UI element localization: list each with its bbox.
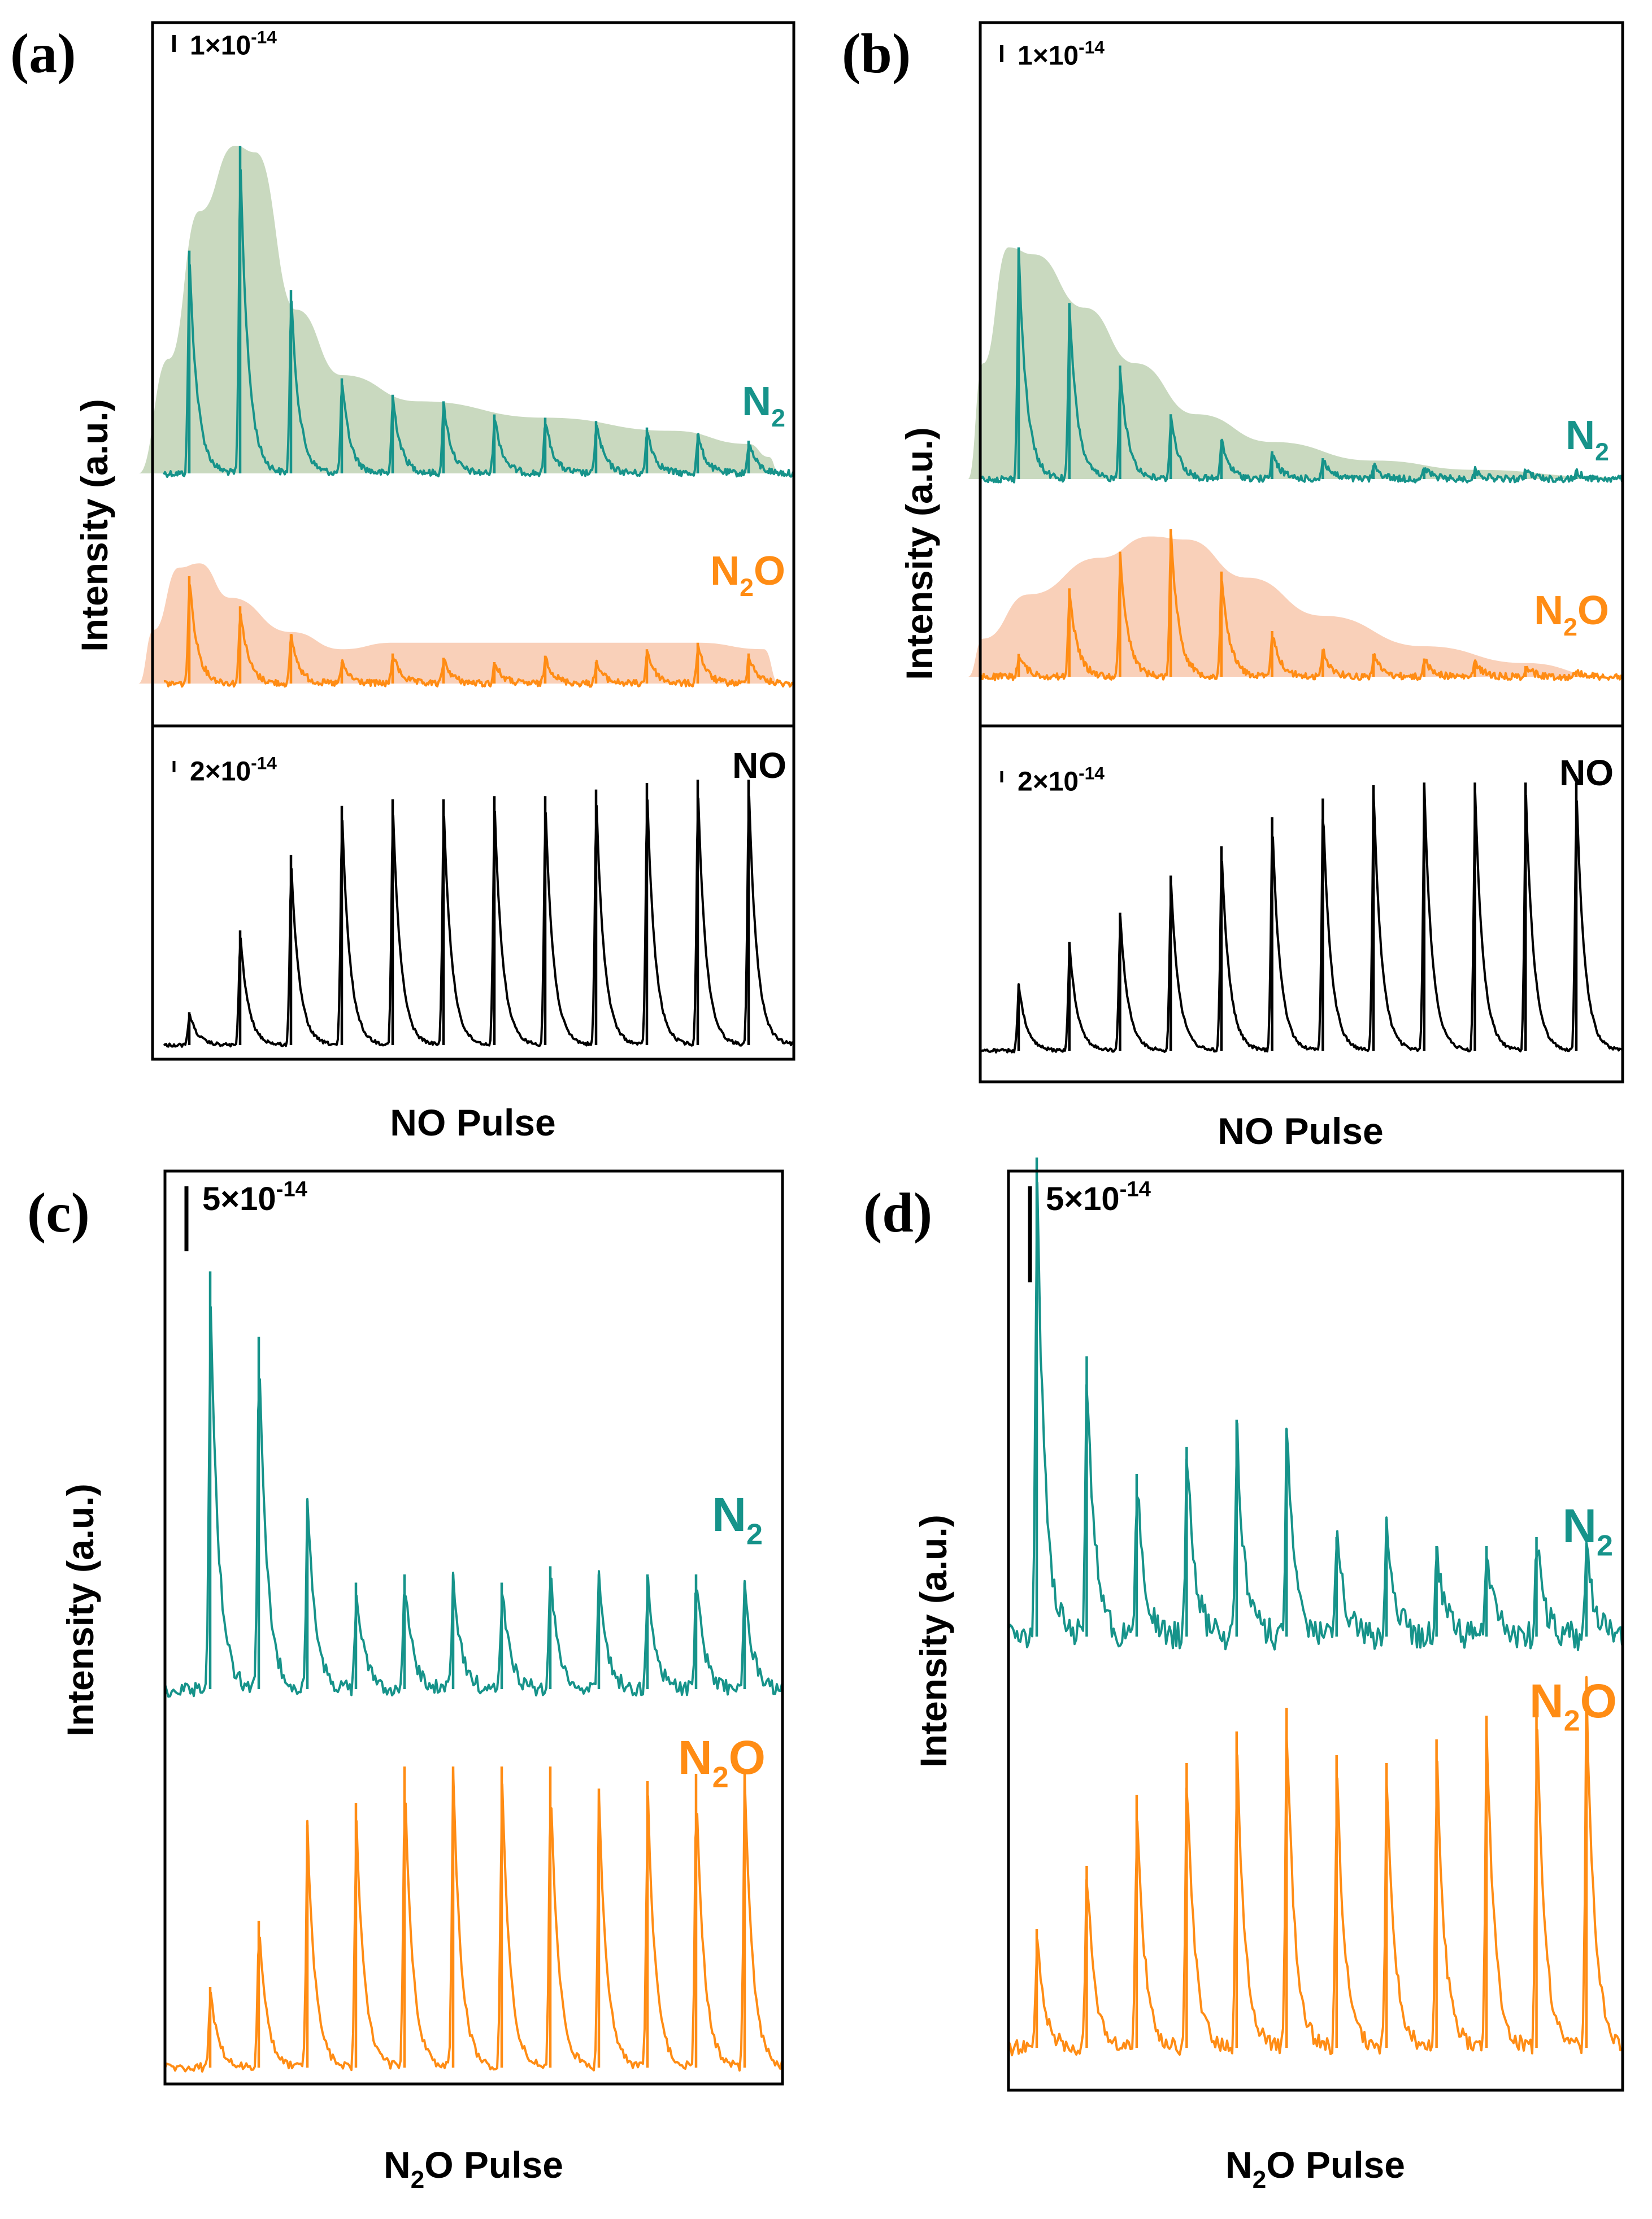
panel-c-n2-label: N2 — [712, 1488, 763, 1551]
panel-a-upper-scale-label: 1×10-14 — [190, 27, 277, 60]
panel-b-n2o-envelope — [968, 536, 1607, 677]
panel-d-ylabel: Intensity (a.u.) — [912, 1515, 954, 1767]
panel-a-n2o-trace — [163, 584, 794, 688]
panel-d-n2-label: N2 — [1562, 1499, 1613, 1563]
panel-a-n2o-envelope — [138, 563, 779, 684]
panel-b-upper-scale-label: 1×10-14 — [1018, 37, 1105, 71]
panel-d-n2o-trace — [1007, 1676, 1623, 2057]
panel-c-n2-trace — [164, 1306, 783, 1698]
panel-d-n2o-label: N2O — [1529, 1674, 1617, 1738]
panel-d: (d) N2 N2O 5×10-14 Intensity (a.u.) N2O Pulse — [863, 1158, 1624, 2194]
panel-a-no-trace — [163, 795, 794, 1048]
panel-a-n2-envelope — [138, 146, 779, 473]
panel-b-lower: 2×10-14 NO — [980, 752, 1623, 1054]
panel-d-n2-trace — [1007, 1181, 1623, 1651]
panel-d-scale-label: 5×10-14 — [1046, 1177, 1151, 1217]
panel-a-lower-frame — [151, 724, 795, 1061]
panel-b-n2-label: N2 — [1566, 413, 1609, 466]
panel-a-lower: 2×10-14 NO — [163, 745, 794, 1048]
panel-b-lower-frame — [979, 724, 1624, 1084]
panel-c: (c) N2 N2O 5×10-14 Intensity (a.u.) N2O Pulse — [27, 1169, 784, 2194]
panel-c-xlabel: N2O Pulse — [384, 2144, 563, 2194]
panel-a-letter: (a) — [10, 22, 76, 85]
panel-a-upper: N2 N2O 1×10-14 — [138, 27, 794, 688]
panel-c-n2o-trace — [164, 1768, 783, 2073]
panel-c-letter: (c) — [27, 1181, 90, 1244]
panel-c-ylabel: Intensity (a.u.) — [59, 1483, 101, 1736]
panel-b-n2-envelope — [968, 247, 1607, 479]
panel-c-frame — [163, 1169, 784, 2086]
panel-a-no-label: NO — [732, 745, 786, 786]
panel-b-letter: (b) — [842, 22, 911, 85]
panel-d-frame — [1007, 1169, 1624, 2092]
panel-b-no-trace — [980, 784, 1623, 1054]
panel-a-lower-scale-label: 2×10-14 — [190, 752, 277, 786]
panel-d-xlabel: N2O Pulse — [1225, 2144, 1405, 2194]
panel-b-no-label: NO — [1559, 752, 1614, 793]
panel-a: (a) N2 N2O 1×10-14 2×10-14 NO Intensity (a.u.)… — [10, 21, 795, 1143]
panel-b-n2o-trace — [979, 534, 1623, 681]
panel-b: (b) N2 N2O 1×10-14 2×10-14 NO Intensity (a.u.)… — [842, 21, 1624, 1152]
panel-d-letter: (d) — [863, 1181, 932, 1244]
panel-a-xlabel: NO Pulse — [390, 1102, 555, 1143]
panel-b-n2-trace — [980, 247, 1623, 484]
panel-b-upper: N2 N2O 1×10-14 — [968, 37, 1623, 681]
panel-a-n2-label: N2 — [742, 379, 785, 432]
panel-a-n2o-label: N2O — [710, 549, 785, 602]
panel-b-n2o-label: N2O — [1534, 588, 1609, 641]
panel-b-xlabel: NO Pulse — [1218, 1110, 1383, 1152]
panel-c-scale-label: 5×10-14 — [202, 1177, 308, 1217]
panel-c-n2o-label: N2O — [678, 1731, 766, 1794]
panel-a-n2-trace — [163, 169, 794, 478]
panel-a-ylabel: Intensity (a.u.) — [73, 399, 115, 651]
panel-b-lower-scale-label: 2×10-14 — [1018, 763, 1105, 797]
panel-b-ylabel: Intensity (a.u.) — [898, 427, 940, 680]
